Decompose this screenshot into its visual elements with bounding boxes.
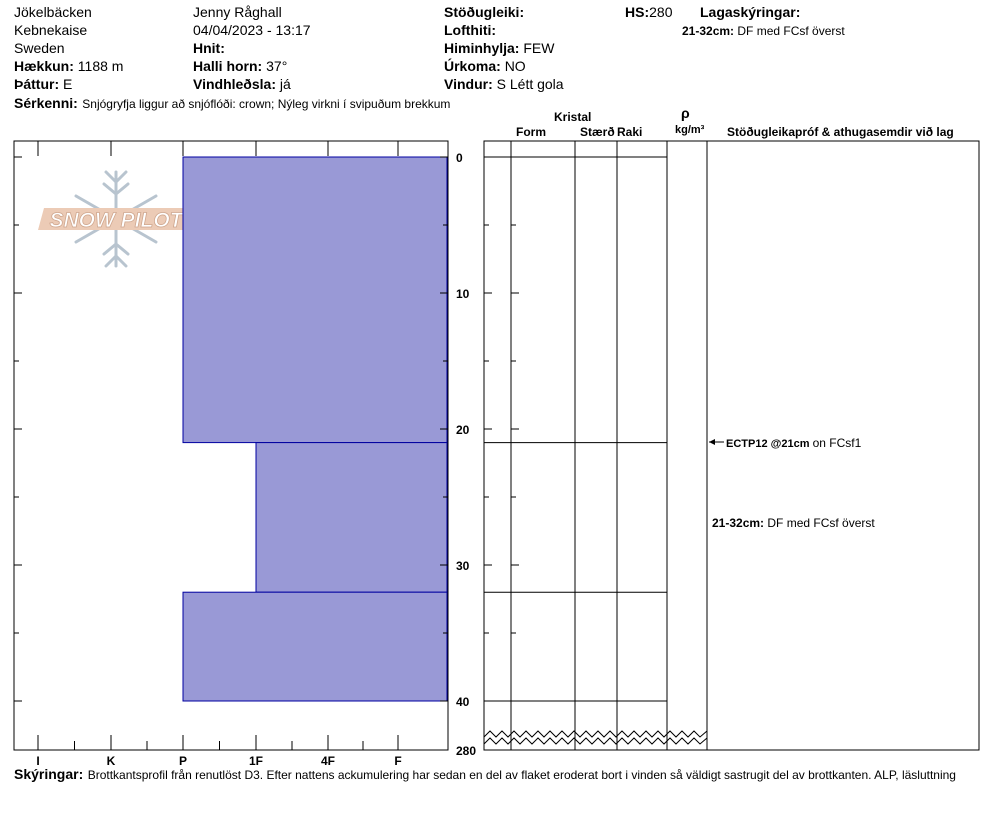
stability-test-result: ECTP12 @21cm [726,438,810,450]
hardness-tick-label: P [179,754,187,768]
hardness-layers [182,156,448,702]
wind-label: Vindur: [444,76,493,92]
crystal-header: Kristal [554,110,592,124]
hardness-layer-2 [182,591,448,702]
size-header: Stærð [580,125,615,139]
coords-label: Hnit: [193,40,225,56]
aspect-label: Þáttur: [14,76,60,92]
hardness-tick-label: 4F [321,754,335,768]
features-row: Sérkenni: Snjógryfja liggur að snjóflóði… [14,95,450,113]
elevation-label: Hækkun: [14,58,74,74]
sky-value: FEW [523,40,555,56]
table-depth-ticks [484,156,519,702]
layer-notes-text: DF med FCsf överst [737,24,845,38]
slope-label: Halli horn: [193,58,263,74]
stability-label: Stöðugleiki: [444,4,525,20]
depth-tick-label: 30 [456,559,470,573]
depth-tick-label: 40 [456,695,470,709]
hardness-tick-label: F [394,754,401,768]
stability-test-marker [709,439,724,445]
layer-comment-text: DF med FCsf överst [767,516,875,530]
hardness-plot-frame [13,140,449,751]
layer-comment-range: 21-32cm: [712,516,765,530]
observer-name: Jenny Råghall [193,4,282,20]
depth-tick-label: 0 [456,151,463,165]
wind-row: Vindur: S Létt gola [444,76,564,92]
layer-notes-range: 21-32cm: [682,24,735,38]
location-name: Jökelbäcken [14,4,92,20]
wind-loading-label: Vindhleðsla: [193,76,276,92]
aspect-row: Þáttur: E [14,76,72,92]
hs-row: HS:280 [625,4,672,20]
hardness-tick-label: I [36,754,39,768]
slope-row: Halli horn: 37° [193,58,287,74]
elevation-value: 1188 m [77,58,124,74]
air-temp-label: Lofthiti: [444,22,497,38]
stability-header: Stöðugleikapróf & athugasemdir við lag [727,125,954,139]
depth-tick-label: 10 [456,287,470,301]
precip-label: Úrkoma: [444,58,501,74]
features-label: Sérkenni: [14,95,78,111]
layer-comment: 21-32cm: DF med FCsf överst [712,516,875,530]
sky-label: Himinhylja: [444,40,520,56]
stability-test-layer: on FCsf1 [812,436,862,450]
axis-break-top [483,730,708,738]
hardness-tick-label: K [107,754,116,768]
features-text: Snjógryfja liggur að snjóflóði: crown; N… [82,97,451,111]
logo-text: SNOW PILOT [50,209,185,232]
footer-label: Skýringar: [14,766,84,782]
layer-notes-title: Lagaskýringar: [700,4,801,20]
wind-loading-row: Vindhleðsla: já [193,76,291,92]
depth-tick-label: 20 [456,423,470,437]
logo-badge: SNOW PILOT [38,208,196,232]
crystal-table [483,140,980,751]
region-name: Kebnekaise [14,22,88,38]
hs-value: 280 [649,4,673,20]
depth-bottom-label: 280 [456,744,477,758]
country-name: Sweden [14,40,65,56]
precip-value: NO [504,58,526,74]
density-unit-header: kg/m³ [675,124,705,136]
depth-axis: 0 10 20 30 40 [14,151,470,709]
aspect-value: E [63,76,73,92]
rho-header: ρ [681,105,690,121]
hardness-axis: I K P 1F 4F F [36,141,402,768]
hardness-layer-0 [182,156,448,444]
form-header: Form [516,125,546,139]
axis-break-bottom [483,737,708,745]
moisture-header: Raki [617,125,643,139]
observation-datetime: 04/04/2023 - 13:17 [193,22,311,38]
footer-notes: Skýringar: Brottkantsprofil från renutlö… [14,766,956,784]
sky-row: Himinhylja: FEW [444,40,554,56]
wind-loading-value: já [279,76,291,92]
hs-label: HS: [625,4,650,20]
footer-text: Brottkantsprofil från renutlöst D3. Efte… [87,768,956,782]
elevation-row: Hækkun: 1188 m [14,58,123,74]
hardness-tick-label: 1F [249,754,263,768]
layer-notes-row: 21-32cm: DF med FCsf överst [682,24,845,38]
wind-value: S Létt gola [496,76,564,92]
precip-row: Úrkoma: NO [444,58,526,74]
hardness-layer-1 [255,442,448,593]
slope-value: 37° [266,58,288,74]
stability-test-note: ECTP12 @21cm on FCsf1 [726,436,861,450]
